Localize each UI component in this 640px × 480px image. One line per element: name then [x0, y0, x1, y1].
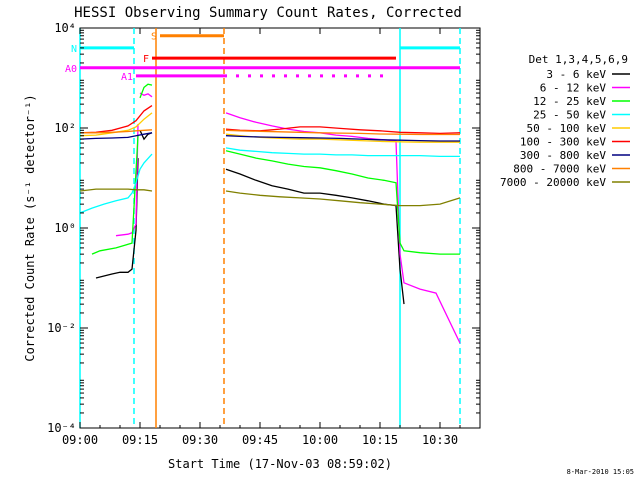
series-line [225, 129, 460, 136]
series-line [91, 135, 139, 255]
legend-label: 6 - 12 keV [540, 82, 607, 95]
x-tick-label: 09:30 [182, 433, 218, 447]
y-tick-label: 10² [54, 121, 76, 135]
series-line [79, 105, 153, 134]
legend-label: 300 - 800 keV [520, 149, 606, 162]
series-line [225, 190, 461, 207]
series-line [225, 126, 461, 135]
series-line [225, 168, 405, 305]
x-tick-label: 09:45 [242, 433, 278, 447]
timestamp: 8-Mar-2010 15:05 [567, 468, 634, 476]
series-line [225, 112, 461, 344]
legend-label: 7000 - 20000 keV [500, 176, 606, 189]
series-line [95, 158, 139, 279]
axes: 09:00 09:15 09:30 09:45 10:00 10:15 10:30 10⁻⁴ 1… [47, 21, 481, 447]
y-tick-label: 10⁻² [47, 321, 76, 335]
flag-label: F [143, 54, 149, 65]
series-line [79, 112, 153, 137]
legend-label: 3 - 6 keV [546, 68, 606, 81]
x-tick-label: 10:30 [422, 433, 458, 447]
x-tick-label: 10:00 [302, 433, 338, 447]
observing-flags: N SF A0 A1 [65, 28, 461, 428]
flag-label: N [71, 44, 77, 55]
legend-label: 800 - 7000 keV [513, 163, 606, 176]
legend-label: 12 - 25 keV [533, 95, 606, 108]
x-tick-label: 10:15 [362, 433, 398, 447]
series-line [225, 147, 460, 158]
series-line [225, 135, 460, 142]
flag-label: A0 [65, 64, 77, 75]
series-line [79, 188, 153, 192]
legend-label: 25 - 50 keV [533, 109, 606, 122]
x-tick-label: 09:00 [62, 433, 98, 447]
y-tick-label: 10⁴ [54, 21, 76, 35]
y-tick-label: 10⁰ [54, 221, 76, 235]
flag-label: S [151, 32, 157, 43]
legend-label: 50 - 100 keV [527, 122, 607, 135]
plot-frame [79, 27, 481, 429]
flag-label: A1 [121, 72, 133, 83]
chart-title: HESSI Observing Summary Count Rates, Cor… [74, 5, 462, 21]
series-line [225, 150, 460, 255]
series-line [80, 129, 153, 134]
legend-title: Det 1,3,4,5,6,9 [529, 53, 628, 66]
legend-label: 100 - 300 keV [520, 136, 606, 149]
series-line [79, 153, 153, 214]
y-axis-label: Corrected Count Rate (s⁻¹ detector⁻¹) [23, 94, 37, 361]
data-series [79, 83, 461, 344]
series-line [79, 132, 153, 140]
y-tick-label: 10⁻⁴ [47, 421, 76, 435]
x-axis-label: Start Time (17-Nov-03 08:59:02) [168, 457, 392, 471]
series-line [139, 83, 153, 99]
x-tick-label: 09:15 [122, 433, 158, 447]
